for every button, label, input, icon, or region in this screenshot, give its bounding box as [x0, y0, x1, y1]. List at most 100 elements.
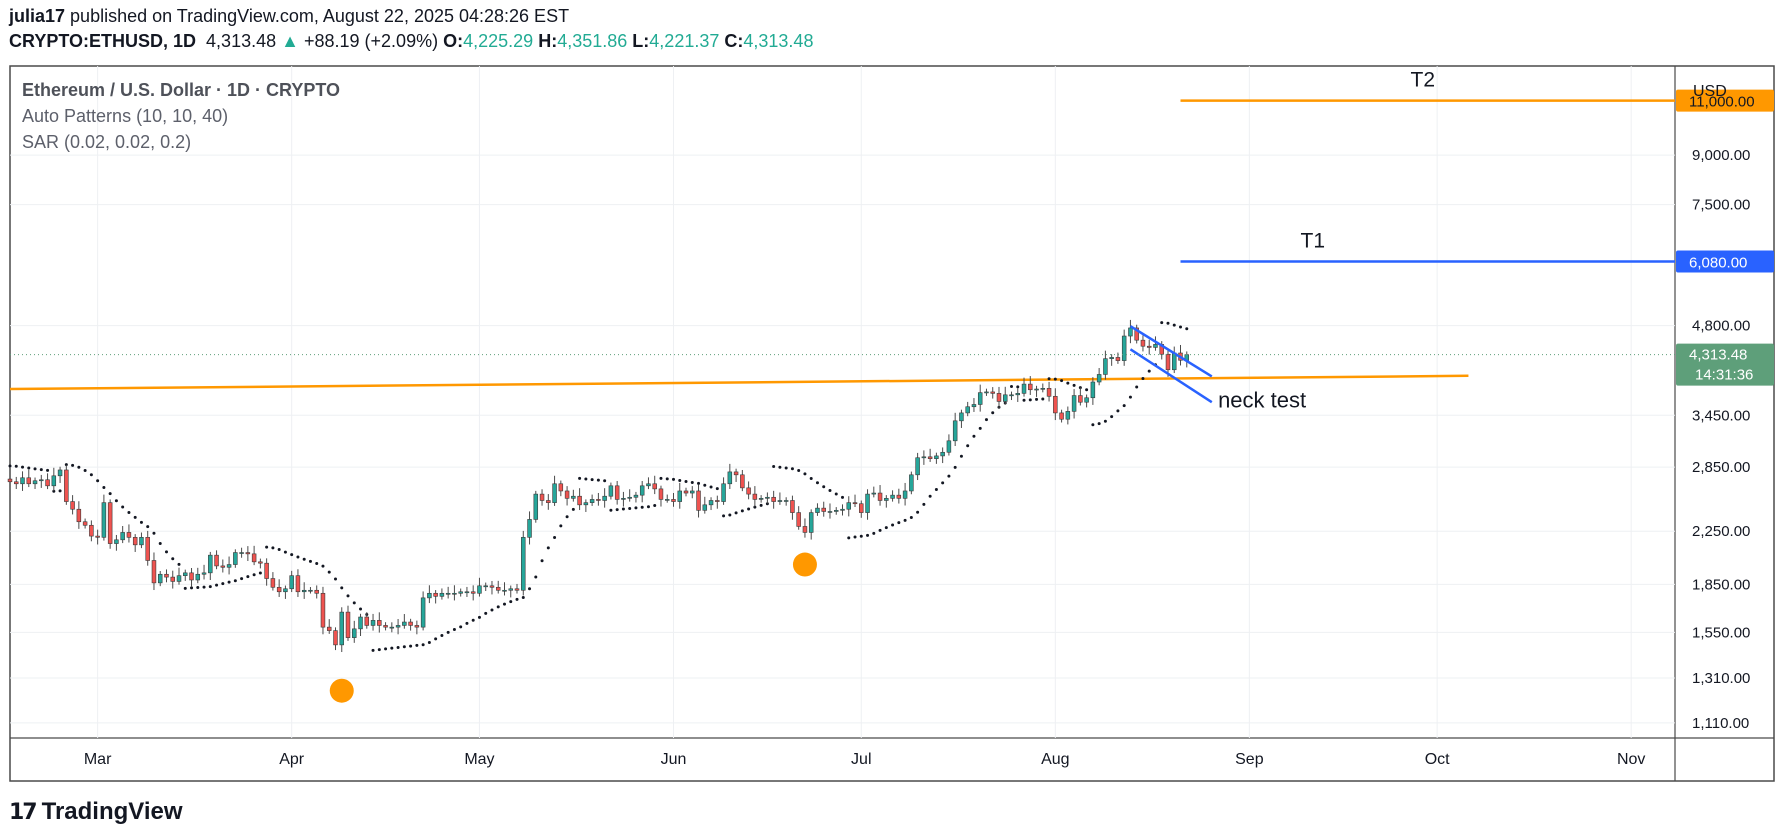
sar-dot	[39, 468, 43, 472]
indicator-sar[interactable]: SAR (0.02, 0.02, 0.2)	[22, 132, 192, 152]
author-name[interactable]: julia17	[9, 6, 66, 26]
candle-body	[577, 495, 582, 506]
candle	[796, 506, 801, 530]
candle-body	[1053, 395, 1058, 414]
candle-body	[145, 537, 150, 561]
sar-dot	[559, 524, 563, 528]
candle	[389, 622, 395, 633]
currency-label[interactable]: USD	[1693, 83, 1727, 100]
candle	[132, 534, 138, 552]
candle-body	[270, 578, 276, 588]
sar-dot	[390, 646, 394, 650]
x-tick-label: May	[464, 751, 494, 768]
sar-dot	[240, 577, 244, 581]
sar-dot	[133, 515, 137, 519]
candle	[439, 588, 445, 600]
drawings-layer: T2 T1 neck test	[10, 69, 1675, 703]
sar-dot	[540, 559, 544, 563]
sar-dot	[866, 533, 870, 537]
candle	[395, 618, 401, 635]
candle-body	[702, 504, 708, 511]
sar-dot	[490, 608, 494, 612]
candle	[1059, 409, 1064, 423]
candle-body	[552, 483, 557, 503]
candle	[946, 434, 952, 456]
candle-body	[364, 616, 370, 626]
candle	[633, 491, 639, 503]
candle-body	[909, 474, 914, 492]
candle	[589, 494, 595, 506]
annotation-text: neck test	[1218, 388, 1306, 413]
candle	[621, 491, 626, 507]
up-arrow-icon: ▲	[281, 31, 299, 51]
candle-body	[489, 585, 495, 588]
candle	[76, 501, 82, 529]
candle-body	[39, 479, 44, 482]
sar-dot	[440, 634, 444, 638]
y-tick-label: 1,110.00	[1692, 715, 1749, 732]
candle	[790, 495, 795, 520]
candle	[927, 448, 933, 462]
candle-body	[283, 588, 288, 593]
sar-dot	[108, 492, 112, 496]
publish-info: julia17 published on TradingView.com, Au…	[9, 6, 569, 27]
candle-body	[752, 493, 758, 500]
sar-dot	[409, 644, 413, 648]
sar-dot	[471, 618, 475, 622]
ohlc-bar: CRYPTO:ETHUSD, 1D 4,313.48 ▲ +88.19 (+2.…	[9, 31, 813, 52]
sar-dot	[715, 487, 719, 491]
candle	[358, 613, 363, 637]
indicator-auto-patterns[interactable]: Auto Patterns (10, 10, 40)	[22, 106, 229, 126]
candle-body	[946, 440, 952, 453]
sar-dot	[202, 585, 206, 589]
candle	[871, 486, 877, 498]
candle	[977, 384, 983, 412]
candle	[145, 530, 150, 566]
candle-body	[608, 485, 614, 497]
sar-dot	[1128, 395, 1132, 399]
sar-dot	[384, 647, 388, 651]
price-chart[interactable]: T2 T1 neck test 9,000.00 7,500.00 4,800.00 3,…	[0, 0, 1785, 790]
time-axis: Mar Apr May Jun Jul Aug Sep Oct Nov	[84, 751, 1646, 768]
x-tick-label: Jul	[851, 751, 871, 768]
sar-dot	[434, 637, 438, 641]
candle-body	[370, 620, 376, 626]
candle	[802, 518, 808, 538]
candle-body	[339, 611, 344, 646]
candle	[1109, 354, 1114, 366]
sar-dot	[139, 520, 143, 524]
sar-dot	[58, 489, 62, 493]
candle	[276, 579, 282, 597]
sar-dot	[452, 628, 456, 632]
sar-dot	[953, 465, 957, 469]
candle	[715, 495, 720, 509]
candle	[502, 582, 507, 596]
candle	[283, 585, 288, 599]
candle-body	[940, 451, 945, 457]
candle	[740, 469, 745, 492]
candle	[909, 471, 914, 495]
candle-body	[76, 508, 82, 523]
tradingview-brand[interactable]: 𝟭𝟳 TradingView	[9, 798, 183, 826]
candle	[859, 500, 864, 518]
sar-dot	[621, 507, 625, 511]
sar-dot	[1185, 327, 1189, 331]
candle	[658, 485, 664, 507]
sar-dot	[1016, 385, 1020, 389]
candle-body	[345, 611, 351, 638]
candle-body	[132, 537, 138, 546]
candle	[671, 492, 676, 507]
candle	[326, 619, 332, 634]
candle	[808, 509, 814, 540]
sar-dot	[46, 468, 50, 472]
sar-dot	[1035, 397, 1039, 401]
candle-body	[107, 502, 113, 544]
y-tick-label: 3,450.00	[1692, 407, 1750, 424]
sar-dot	[740, 509, 744, 513]
candle	[195, 567, 201, 584]
candle-body	[1003, 394, 1008, 402]
candle-body	[408, 621, 413, 626]
candle-body	[777, 500, 783, 502]
candle	[157, 571, 163, 587]
sar-dot	[1066, 381, 1070, 385]
